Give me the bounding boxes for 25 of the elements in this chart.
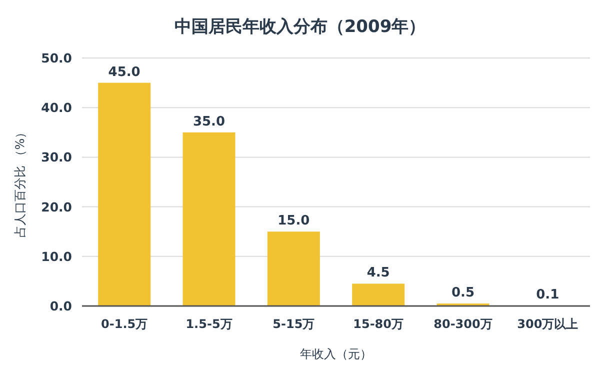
y-tick-label: 30.0 [41, 150, 72, 165]
data-label: 0.1 [536, 288, 560, 303]
x-tick-label: 15-80万 [353, 317, 404, 331]
x-tick-label: 5-15万 [272, 317, 315, 331]
data-label: 35.0 [192, 114, 226, 130]
y-axis-title: 占人口百分比 （%） [13, 126, 27, 238]
x-tick-label: 300万以上 [517, 317, 578, 331]
bar [182, 132, 236, 306]
data-label: 45.0 [108, 64, 140, 80]
x-axis-title: 年收入（元） [300, 347, 372, 361]
data-label: 0.5 [451, 286, 475, 301]
data-label: 4.5 [366, 266, 390, 281]
chart-title: 中国居民年收入分布（2009年） [174, 17, 426, 37]
x-tick-label: 0-1.5万 [101, 317, 148, 331]
data-label: 15.0 [278, 214, 310, 229]
x-tick-label: 1.5-5万 [186, 317, 232, 331]
bar [267, 232, 320, 306]
y-tick-label: 40.0 [41, 100, 72, 116]
y-tick-label: 50.0 [41, 50, 72, 66]
bar [98, 82, 151, 306]
y-tick-label: 0.0 [50, 298, 72, 314]
bar [352, 284, 405, 306]
y-tick-label: 10.0 [41, 248, 72, 264]
x-tick-label: 80-300万 [434, 317, 492, 331]
y-tick-label: 20.0 [41, 199, 72, 214]
